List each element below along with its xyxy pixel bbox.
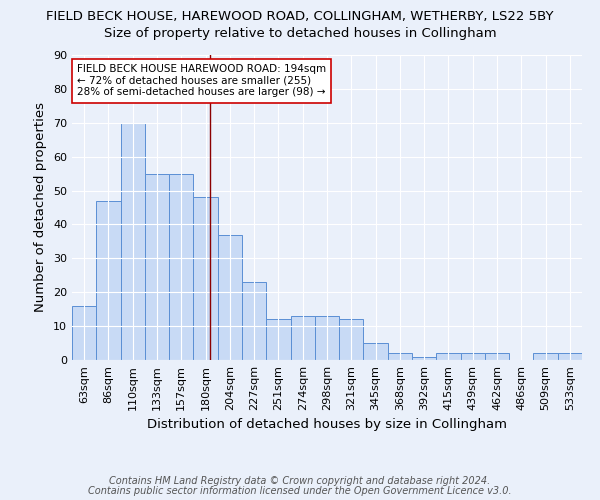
Bar	[533, 353, 558, 360]
Bar	[339, 320, 364, 360]
Bar	[388, 353, 412, 360]
Bar	[558, 353, 582, 360]
Bar	[169, 174, 193, 360]
Bar	[242, 282, 266, 360]
Y-axis label: Number of detached properties: Number of detached properties	[34, 102, 47, 312]
Bar	[461, 353, 485, 360]
Text: Contains HM Land Registry data © Crown copyright and database right 2024.: Contains HM Land Registry data © Crown c…	[109, 476, 491, 486]
Bar	[364, 343, 388, 360]
Bar	[121, 123, 145, 360]
Bar	[145, 174, 169, 360]
Bar	[193, 198, 218, 360]
Bar	[218, 234, 242, 360]
Bar	[290, 316, 315, 360]
Bar	[436, 353, 461, 360]
Text: Size of property relative to detached houses in Collingham: Size of property relative to detached ho…	[104, 28, 496, 40]
Text: FIELD BECK HOUSE HAREWOOD ROAD: 194sqm
← 72% of detached houses are smaller (255: FIELD BECK HOUSE HAREWOOD ROAD: 194sqm ←…	[77, 64, 326, 98]
Bar	[315, 316, 339, 360]
Bar	[96, 200, 121, 360]
Bar	[266, 320, 290, 360]
Text: Contains public sector information licensed under the Open Government Licence v3: Contains public sector information licen…	[88, 486, 512, 496]
X-axis label: Distribution of detached houses by size in Collingham: Distribution of detached houses by size …	[147, 418, 507, 432]
Bar	[72, 306, 96, 360]
Bar	[485, 353, 509, 360]
Bar	[412, 356, 436, 360]
Text: FIELD BECK HOUSE, HAREWOOD ROAD, COLLINGHAM, WETHERBY, LS22 5BY: FIELD BECK HOUSE, HAREWOOD ROAD, COLLING…	[46, 10, 554, 23]
